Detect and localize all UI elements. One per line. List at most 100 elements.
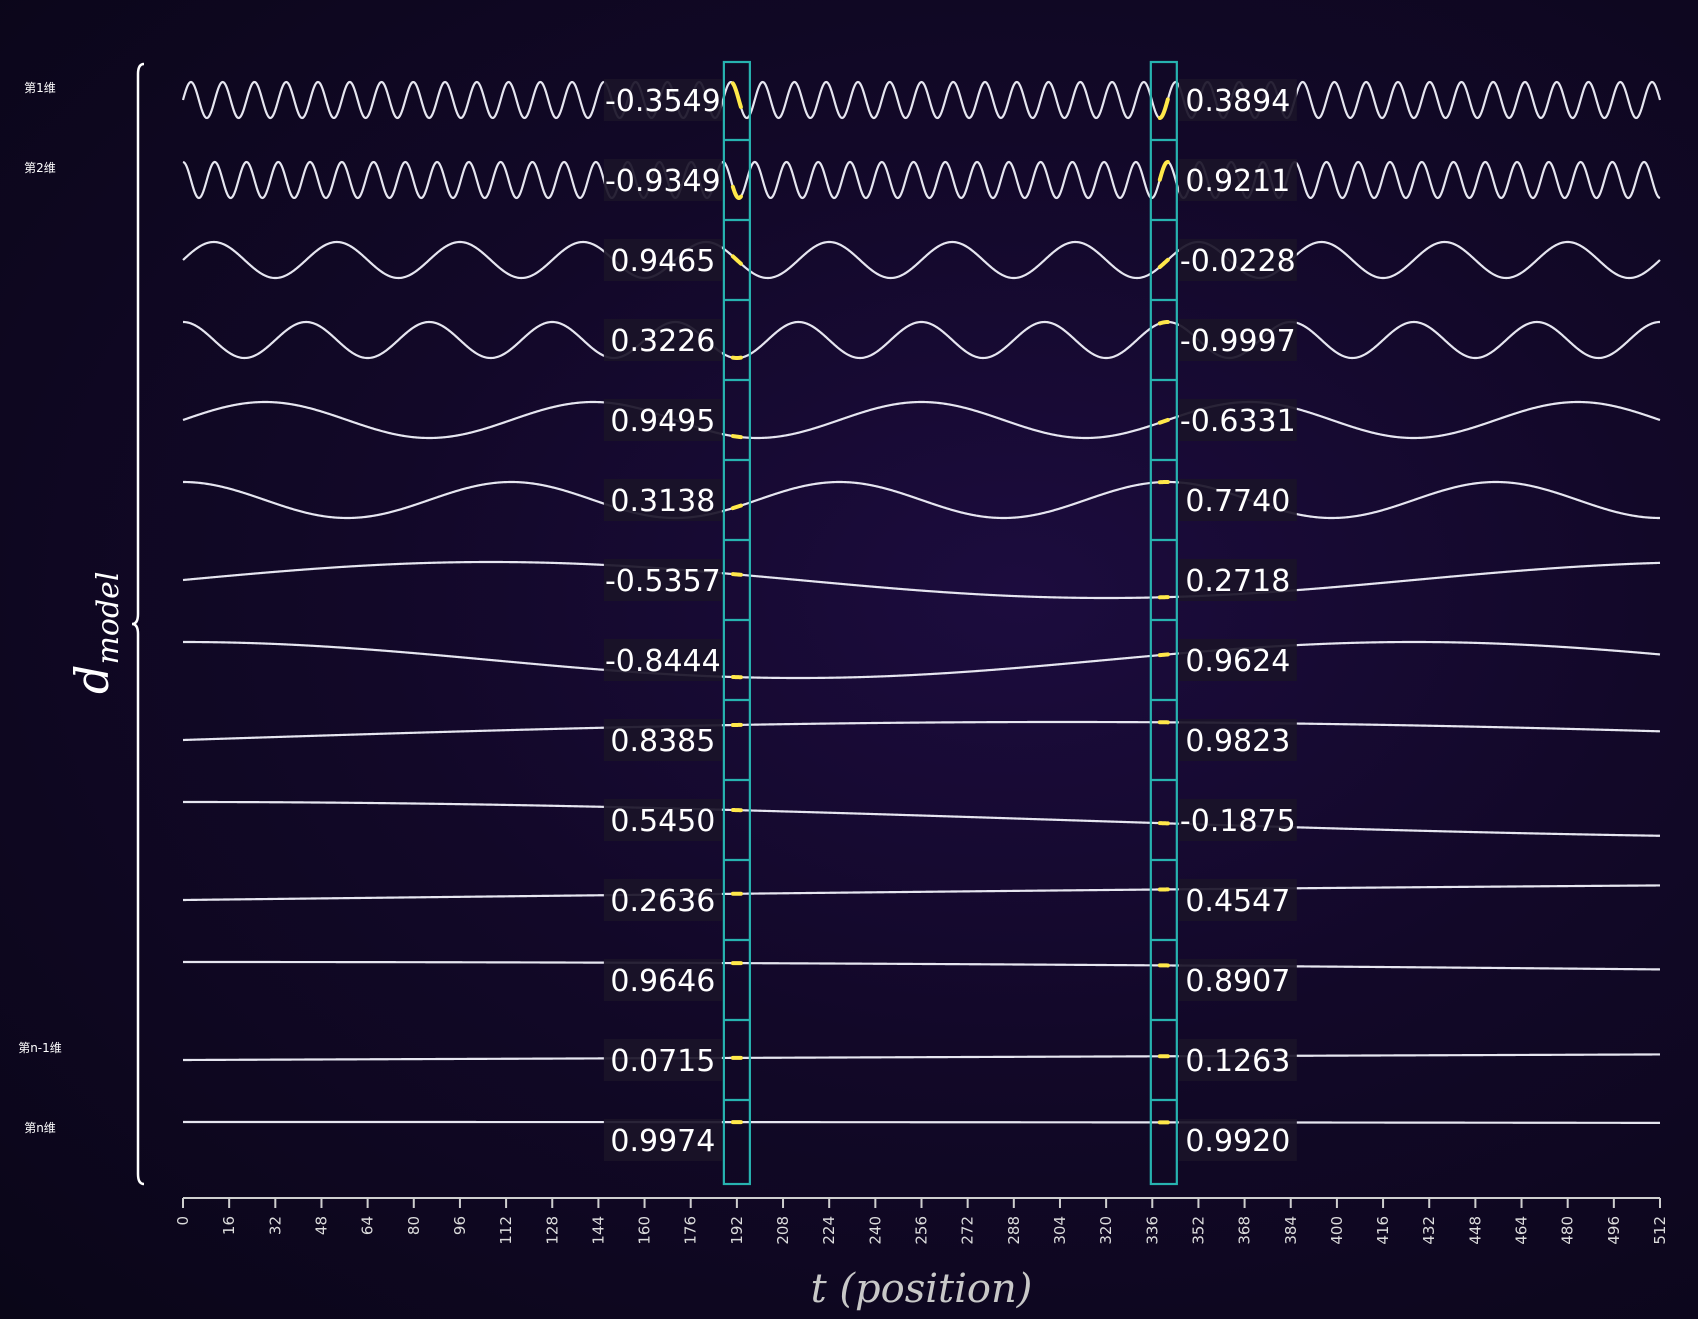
dmodel-brace: [131, 62, 145, 1186]
wave-curve: [181, 80, 1662, 120]
x-tick-label: 464: [1513, 1216, 1531, 1245]
value-label: -0.8444: [605, 644, 721, 679]
value-label-bg: [603, 239, 722, 281]
wave-curve: [182, 320, 1661, 360]
value-label: -0.9349: [605, 164, 721, 199]
x-tick-label: 448: [1466, 1216, 1484, 1245]
highlight-point: [730, 503, 743, 511]
x-tick-label: 496: [1605, 1216, 1623, 1245]
value-label-bg: [603, 159, 722, 201]
value-label: 0.9211: [1185, 164, 1290, 199]
x-tick-label: 432: [1420, 1216, 1438, 1245]
brace-path: [131, 62, 145, 1186]
x-tick-label: 512: [1651, 1216, 1669, 1245]
x-tick-label: 208: [774, 1216, 792, 1245]
dimension-label: 第1维: [24, 81, 56, 95]
wave-curve: [183, 960, 1661, 971]
x-tick-label: 480: [1559, 1216, 1577, 1245]
x-tick-label: 176: [682, 1216, 700, 1245]
value-label-bg: [1178, 239, 1297, 281]
value-label: 0.9646: [610, 964, 715, 999]
value-label-bg: [603, 879, 722, 921]
x-tick-label: 32: [266, 1216, 284, 1235]
value-label: 0.9465: [610, 244, 715, 279]
value-label-bg: [1178, 159, 1297, 201]
highlight-point: [1157, 320, 1170, 326]
value-label-bg: [1178, 639, 1297, 681]
x-tick-label: 352: [1189, 1216, 1207, 1245]
x-tick-label: 336: [1143, 1216, 1161, 1245]
value-label-bg: [1178, 319, 1297, 361]
wave-curve: [182, 160, 1661, 200]
value-label: 0.9823: [1185, 724, 1290, 759]
x-axis-title: t (position): [811, 1266, 1033, 1312]
value-label: 0.8907: [1185, 964, 1290, 999]
value-label: -0.9997: [1180, 324, 1296, 359]
wave-curve: [183, 800, 1661, 837]
x-tick-label: 0: [174, 1216, 192, 1226]
wave-curve: [182, 400, 1661, 440]
value-label: -0.5357: [605, 564, 721, 599]
value-label-bg: [603, 799, 722, 841]
x-tick-label: 112: [497, 1216, 515, 1245]
wave-curve: [182, 884, 1660, 902]
value-label-bg: [1178, 559, 1297, 601]
value-label: -0.1875: [1180, 804, 1296, 839]
highlight-column: [722, 60, 751, 1186]
value-label-bg: [1178, 399, 1297, 441]
highlight-point: [730, 434, 743, 440]
value-label: 0.2718: [1185, 564, 1290, 599]
value-label: -0.3549: [605, 84, 721, 119]
highlight-point: [730, 254, 743, 266]
value-label-bg: [603, 79, 722, 121]
dmodel-sub: model: [91, 571, 126, 664]
x-tick-label: 16: [220, 1216, 238, 1235]
value-label-bg: [603, 1039, 722, 1081]
wave-curve: [183, 1053, 1660, 1062]
x-tick-label: 80: [405, 1216, 423, 1235]
x-tick-label: 368: [1236, 1216, 1254, 1245]
dmodel-main: d: [65, 665, 119, 694]
value-label-bg: [1178, 879, 1297, 921]
highlight-point: [1157, 417, 1170, 425]
x-tick-label: 224: [820, 1216, 838, 1245]
value-label-bg: [1178, 1039, 1297, 1081]
value-label-bg: [603, 959, 722, 1001]
value-label: 0.1263: [1185, 1044, 1290, 1079]
value-label: 0.2636: [610, 884, 715, 919]
wave-curve: [182, 560, 1661, 600]
x-tick-label: 192: [728, 1216, 746, 1245]
highlight-marks: [730, 81, 1170, 1125]
value-label: 0.4547: [1185, 884, 1290, 919]
value-label-bg: [1178, 479, 1297, 521]
value-label-bg: [1178, 1119, 1297, 1161]
highlight-point: [1157, 652, 1170, 658]
value-label-bg: [1178, 719, 1297, 761]
wave-curve: [182, 720, 1661, 742]
x-tick-label: 240: [866, 1216, 884, 1245]
x-tick-label: 288: [1005, 1216, 1023, 1245]
highlight-point: [730, 572, 743, 577]
x-tick-label: 272: [959, 1216, 977, 1245]
dimension-label: 第n维: [24, 1121, 56, 1135]
value-label-bg: [603, 399, 722, 441]
wave-curve: [182, 240, 1661, 280]
value-label-bg: [603, 639, 722, 681]
wave-curve: [183, 1120, 1660, 1124]
x-tick-label: 48: [312, 1216, 330, 1235]
highlight-column: [1149, 60, 1178, 1186]
value-label: 0.9495: [610, 404, 715, 439]
highlight-point: [730, 81, 743, 109]
highlight-columns: [722, 60, 1178, 1186]
highlight-point: [1157, 257, 1170, 270]
x-tick-label: 384: [1282, 1216, 1300, 1245]
value-labels: -0.3549 0.3894 -0.9349 0.9211 0.9465 -0.0228 0…: [603, 79, 1297, 1161]
value-label-bg: [603, 479, 722, 521]
value-label: 0.8385: [610, 724, 715, 759]
value-label: -0.6331: [1180, 404, 1296, 439]
x-tick-label: 144: [589, 1216, 607, 1245]
value-label: 0.3894: [1185, 84, 1290, 119]
x-tick-label: 416: [1374, 1216, 1392, 1245]
value-label: 0.7740: [1185, 484, 1290, 519]
